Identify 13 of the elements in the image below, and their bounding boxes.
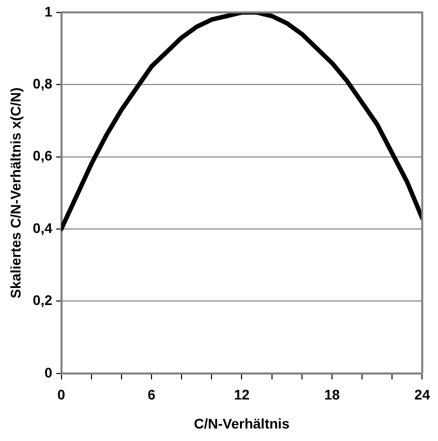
x-tick-label: 24 [414, 386, 430, 403]
y-tick-label: 0,4 [32, 220, 52, 236]
y-tick-label: 0,8 [32, 75, 52, 92]
x-axis-title: C/N-Verhältnis [194, 415, 290, 432]
y-tick-label: 0,2 [32, 292, 52, 308]
y-axis-title: Skaliertes C/N-Verhältnis x(C/N) [7, 87, 24, 298]
x-tick-label: 6 [148, 386, 156, 403]
x-tick-label: 0 [57, 386, 66, 403]
y-tick-label: 0,6 [32, 148, 52, 164]
x-tick-label: 18 [324, 386, 340, 403]
y-tick-label: 1 [44, 3, 52, 20]
y-tick-label: 0 [44, 364, 52, 380]
x-tick-label: 12 [234, 386, 250, 403]
